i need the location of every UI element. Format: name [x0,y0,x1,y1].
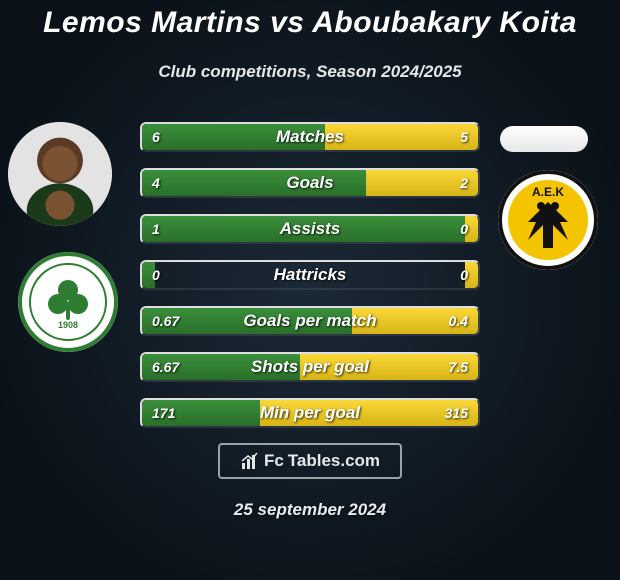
stat-row: Goals per match0.67 0.4 [140,306,480,336]
stat-value-right: 0 [450,216,478,242]
stat-row: Shots per goal6.67 7.5 [140,352,480,382]
stat-row: Goals4 2 [140,168,480,198]
stat-row: Matches6 5 [140,122,480,152]
stat-value-left: 0.67 [142,308,189,334]
bar-chart-icon [240,451,260,471]
comparison-infographic: Lemos Martins vs Aboubakary Koita Club c… [0,0,620,580]
stat-value-right: 5 [450,124,478,150]
stat-label: Shots per goal [142,354,478,380]
stat-label: Matches [142,124,478,150]
eagle-crest-icon: Α.Ε.Κ [498,170,598,270]
stat-row: Assists1 0 [140,214,480,244]
shamrock-icon: 1908 [18,252,118,352]
stat-value-left: 6.67 [142,354,189,380]
stat-bars: Matches65Goals42Assists10Hattricks00Goal… [140,122,480,444]
stat-value-right: 2 [450,170,478,196]
brand-suffix: Tables.com [288,451,380,471]
club-left-logo: 1908 [18,252,118,352]
stat-value-left: 1 [142,216,170,242]
stat-row: Min per goal171 315 [140,398,480,428]
stat-label: Assists [142,216,478,242]
club-right-text: Α.Ε.Κ [532,185,564,199]
player-left-avatar [8,122,112,226]
brand-badge: FcTables.com [218,443,402,479]
person-icon [8,122,112,226]
stat-label: Goals per match [142,308,478,334]
club-right-logo: Α.Ε.Κ [498,170,598,270]
stat-value-left: 4 [142,170,170,196]
stat-label: Hattricks [142,262,478,288]
stat-value-right: 315 [435,400,478,426]
stat-value-right: 0.4 [439,308,478,334]
stat-value-left: 0 [142,262,170,288]
page-title: Lemos Martins vs Aboubakary Koita [0,6,620,40]
stat-value-left: 171 [142,400,185,426]
stat-label: Goals [142,170,478,196]
brand-prefix: Fc [264,451,284,471]
date-label: 25 september 2024 [0,500,620,520]
stat-value-right: 7.5 [439,354,478,380]
club-left-year: 1908 [58,320,78,330]
stat-label: Min per goal [142,400,478,426]
stat-value-left: 6 [142,124,170,150]
page-subtitle: Club competitions, Season 2024/2025 [0,62,620,82]
stat-value-right: 0 [450,262,478,288]
player-right-placeholder [500,126,588,152]
stat-row: Hattricks0 0 [140,260,480,290]
